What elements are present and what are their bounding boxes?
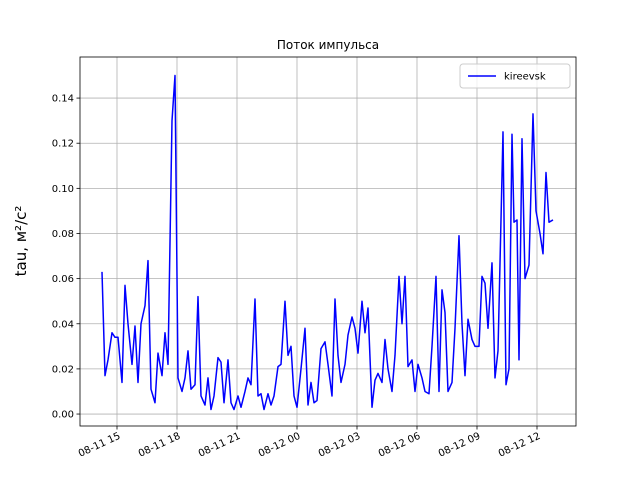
y-tick-label: 0.10 — [52, 184, 74, 195]
y-tick-label: 0.06 — [52, 274, 74, 285]
x-tick-label: 08-11 15 — [77, 431, 122, 460]
x-tick-label: 08-12 09 — [437, 431, 482, 460]
plot-frame — [79, 56, 577, 427]
y-tick-label: 0.00 — [52, 410, 74, 421]
x-tick-label: 08-12 03 — [317, 431, 362, 460]
x-tick-label: 08-11 18 — [137, 431, 182, 460]
legend-label: kireevsk — [504, 72, 546, 83]
line-series — [101, 74, 554, 411]
legend-box — [459, 63, 571, 89]
y-tick-label: 0.04 — [52, 319, 74, 330]
x-tick-label: 08-12 06 — [377, 431, 422, 460]
y-tick-label: 0.02 — [52, 364, 74, 375]
y-tick-label: 0.14 — [52, 94, 74, 105]
x-tick-label: 08-12 12 — [497, 431, 542, 460]
y-tick-label: 0.12 — [52, 139, 74, 150]
legend: kireevsk — [459, 63, 571, 89]
x-tick-label: 08-12 00 — [257, 431, 302, 460]
y-tick-label: 0.08 — [52, 229, 74, 240]
x-tick-label: 08-11 21 — [197, 431, 242, 460]
y-axis-label: tau, м²/с² — [12, 206, 30, 277]
chart-title: Поток импульса — [277, 38, 379, 52]
